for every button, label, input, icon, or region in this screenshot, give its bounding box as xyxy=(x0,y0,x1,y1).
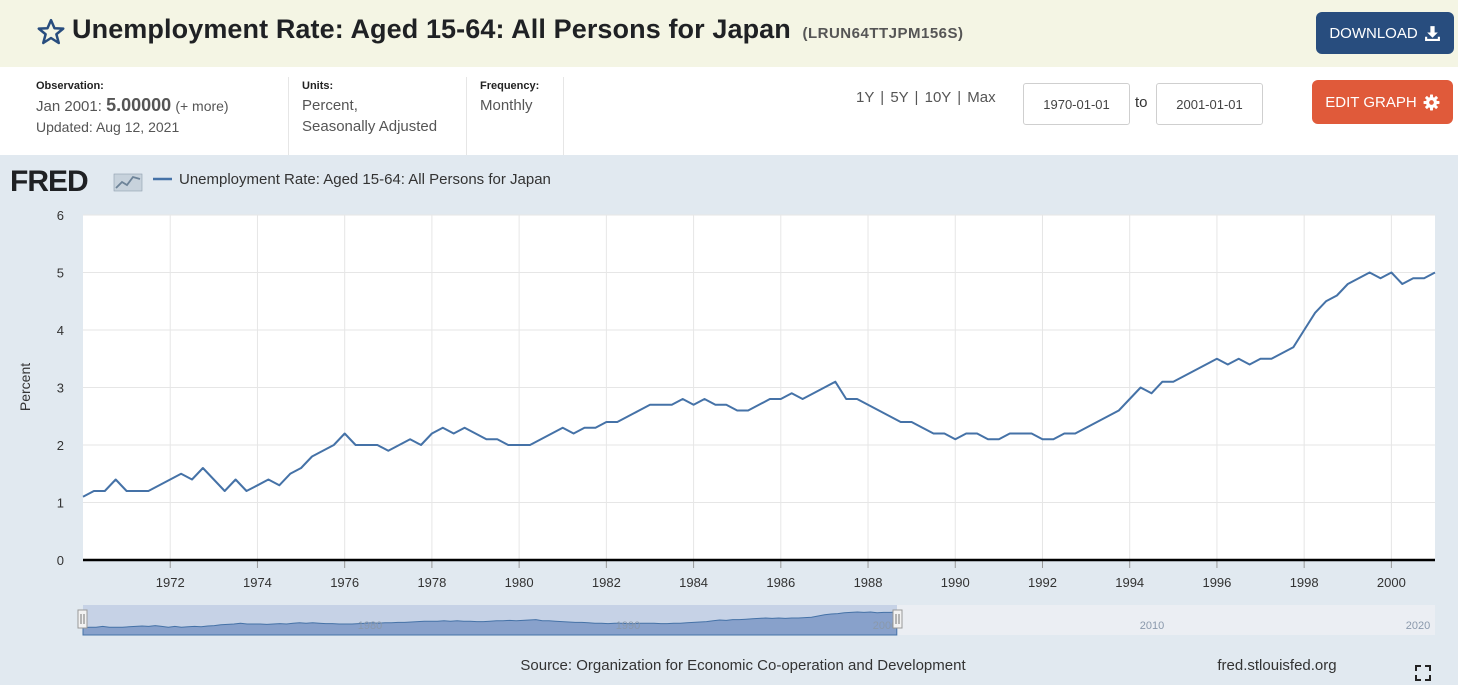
range-5y[interactable]: 5Y xyxy=(890,89,909,106)
to-label: to xyxy=(1135,94,1148,111)
y-tick-label: 4 xyxy=(57,323,64,338)
range-selector: 1Y | 5Y | 10Y | Max xyxy=(856,89,996,106)
fred-logo-icon xyxy=(113,173,143,192)
legend-label: Unemployment Rate: Aged 15-64: All Perso… xyxy=(179,171,551,188)
updated-date: Updated: Aug 12, 2021 xyxy=(36,119,180,135)
navigator-series xyxy=(82,611,898,636)
navigator-label: 1990 xyxy=(616,620,640,632)
units-line2: Seasonally Adjusted xyxy=(302,118,438,135)
x-tick-label: 2000 xyxy=(1377,575,1406,590)
x-tick-label: 1982 xyxy=(592,575,621,590)
units-label: Units: xyxy=(302,80,334,92)
range-1y[interactable]: 1Y xyxy=(856,89,875,106)
x-tick-label: 1988 xyxy=(854,575,883,590)
end-date-input[interactable] xyxy=(1156,83,1263,125)
y-tick-label: 6 xyxy=(57,208,64,223)
download-button[interactable]: DOWNLOAD xyxy=(1316,12,1454,54)
y-axis-label: Percent xyxy=(17,363,33,411)
meta-divider xyxy=(466,77,467,155)
navigator-handle-left[interactable] xyxy=(77,609,88,629)
graph-panel: FRED Unemployment Rate: Aged 15-64: All … xyxy=(0,155,1458,685)
title-bar: Unemployment Rate: Aged 15-64: All Perso… xyxy=(0,0,1458,67)
navigator-label: 1980 xyxy=(358,620,382,632)
edit-graph-label: EDIT GRAPH xyxy=(1325,93,1417,111)
more-link[interactable]: (+ more) xyxy=(175,98,229,114)
frequency-label: Frequency: xyxy=(480,80,540,92)
series-id: (LRUN64TTJPM156S) xyxy=(802,25,964,42)
x-tick-label: 1994 xyxy=(1115,575,1144,590)
units-block: Units: Percent, Seasonally Adjusted xyxy=(302,79,437,137)
start-date-input[interactable] xyxy=(1023,83,1130,125)
units-line1: Percent, xyxy=(302,97,358,114)
series-line xyxy=(82,271,1436,498)
fred-logo: FRED xyxy=(10,165,88,198)
observation-date: Jan 2001: xyxy=(36,98,102,115)
x-tick-label: 1972 xyxy=(156,575,185,590)
navigator-label: 2010 xyxy=(1140,620,1164,632)
frequency-value: Monthly xyxy=(480,97,533,114)
series-meta: Observation: Jan 2001: 5.00000 (+ more) … xyxy=(0,67,1458,155)
range-max[interactable]: Max xyxy=(967,89,996,106)
navigator-label: 2020 xyxy=(1406,620,1430,632)
y-tick-label: 3 xyxy=(57,381,64,396)
source-text: Source: Organization for Economic Co-ope… xyxy=(520,657,966,674)
observation-label: Observation: xyxy=(36,80,104,92)
edit-graph-button[interactable]: EDIT GRAPH xyxy=(1312,80,1453,124)
page-title: Unemployment Rate: Aged 15-64: All Perso… xyxy=(72,14,964,45)
download-label: DOWNLOAD xyxy=(1329,24,1418,42)
x-tick-label: 1978 xyxy=(417,575,446,590)
observation-value: 5.00000 xyxy=(106,95,172,115)
star-icon[interactable] xyxy=(36,17,66,47)
navigator[interactable]: 1980 1990 2000 2010 2020 xyxy=(77,605,1435,636)
y-tick-label: 2 xyxy=(57,438,64,453)
gear-icon xyxy=(1423,94,1440,110)
x-tick-label: 1984 xyxy=(679,575,708,590)
observation-block: Observation: Jan 2001: 5.00000 (+ more) … xyxy=(36,79,229,138)
x-tick-label: 1992 xyxy=(1028,575,1057,590)
meta-divider xyxy=(563,77,564,155)
site-link[interactable]: fred.stlouisfed.org xyxy=(1217,657,1336,674)
x-tick-label: 1976 xyxy=(330,575,359,590)
y-tick-label: 1 xyxy=(57,496,64,511)
y-tick-label: 0 xyxy=(57,553,64,568)
meta-divider xyxy=(288,77,289,155)
x-tick-label: 1990 xyxy=(941,575,970,590)
line-chart: FRED Unemployment Rate: Aged 15-64: All … xyxy=(10,165,1436,681)
x-tick-label: 1974 xyxy=(243,575,272,590)
frequency-block: Frequency: Monthly xyxy=(480,79,539,116)
navigator-handle-right[interactable] xyxy=(892,609,903,629)
download-icon xyxy=(1424,25,1440,41)
navigator-label: 2000 xyxy=(873,620,897,632)
range-10y[interactable]: 10Y xyxy=(924,89,952,106)
fullscreen-icon[interactable] xyxy=(1415,665,1431,681)
series-title: Unemployment Rate: Aged 15-64: All Perso… xyxy=(72,14,791,44)
x-tick-label: 1998 xyxy=(1290,575,1319,590)
x-tick-label: 1986 xyxy=(766,575,795,590)
x-tick-label: 1980 xyxy=(505,575,534,590)
x-tick-label: 1996 xyxy=(1202,575,1231,590)
y-tick-label: 5 xyxy=(57,266,64,281)
